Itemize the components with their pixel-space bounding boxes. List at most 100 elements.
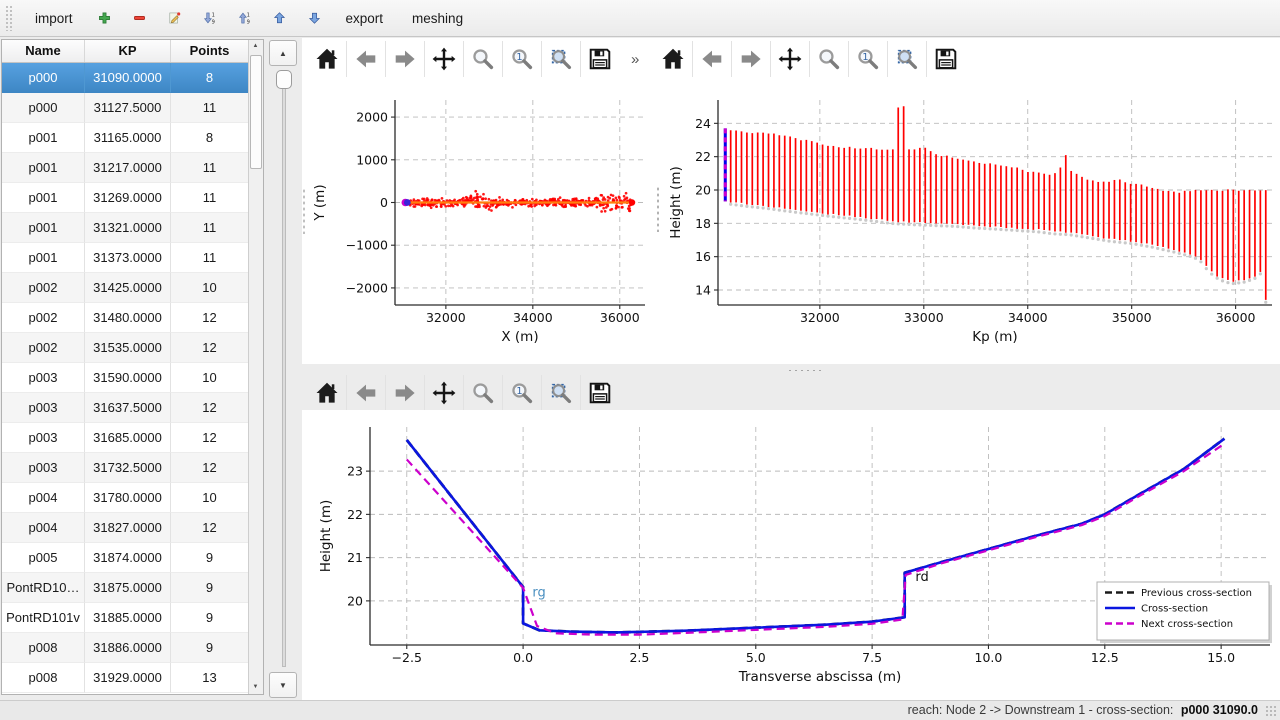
zoom-one-icon[interactable]: 1 — [502, 41, 541, 77]
table-row[interactable]: p003 31685.0000 12 — [2, 423, 263, 453]
table-row[interactable]: p004 31827.0000 12 — [2, 513, 263, 543]
plan-view-plot[interactable]: 32000 34000 36000 −2000 −1000 0 1000 2000 X (m) Y… — [302, 78, 658, 364]
zoom-one-icon[interactable]: 1 — [848, 41, 887, 77]
resize-grip[interactable] — [1265, 705, 1278, 718]
panel-splitter[interactable] — [302, 188, 306, 234]
table-cell: 31874.0000 — [85, 543, 171, 573]
back-icon[interactable] — [346, 375, 385, 411]
table-row[interactable]: p001 31217.0000 11 — [2, 153, 263, 183]
table-row[interactable]: p008 31929.0000 13 — [2, 663, 263, 693]
scroll-down-icon[interactable] — [249, 681, 262, 694]
export-button[interactable]: export — [337, 5, 393, 32]
save-icon[interactable] — [580, 41, 619, 77]
table-row[interactable]: PontRD101v 31885.0000 9 — [2, 603, 263, 633]
zoom-icon[interactable] — [809, 41, 848, 77]
save-icon[interactable] — [926, 41, 965, 77]
table-cell: 8 — [171, 63, 249, 93]
table-row[interactable]: p003 31732.5000 12 — [2, 453, 263, 483]
slider-groove[interactable] — [282, 71, 286, 667]
column-header[interactable]: Name — [2, 40, 85, 62]
table-cell: p003 — [2, 423, 85, 453]
horizontal-splitter[interactable] — [302, 364, 1280, 376]
import-button[interactable]: import — [26, 5, 82, 32]
slider-handle[interactable] — [276, 70, 292, 89]
table-row[interactable]: p002 31480.0000 12 — [2, 303, 263, 333]
svg-text:−2000: −2000 — [346, 280, 388, 295]
zoom-rect-icon[interactable] — [541, 41, 580, 77]
status-bar: reach: Node 2 -> Downstream 1 - cross-se… — [0, 700, 1280, 720]
home-icon[interactable] — [654, 41, 692, 77]
scroll-up-icon[interactable] — [249, 40, 262, 53]
svg-text:34000: 34000 — [1008, 310, 1048, 325]
toolbar-overflow-indicator[interactable]: » — [631, 50, 640, 68]
move-up-icon[interactable] — [268, 7, 291, 30]
svg-text:1: 1 — [246, 12, 249, 18]
table-cell: 11 — [171, 213, 249, 243]
svg-text:32000: 32000 — [800, 310, 840, 325]
table-cell: 13 — [171, 663, 249, 693]
table-cell: p002 — [2, 303, 85, 333]
longitudinal-profile-plot[interactable]: 32000 33000 34000 35000 36000 14 16 18 20 22 24 Kp … — [660, 78, 1280, 364]
table-cell: p004 — [2, 483, 85, 513]
back-icon[interactable] — [346, 41, 385, 77]
pan-icon[interactable] — [770, 41, 809, 77]
save-icon[interactable] — [580, 375, 619, 411]
svg-text:1: 1 — [516, 386, 522, 397]
svg-text:1: 1 — [211, 12, 214, 18]
table-cell: p002 — [2, 333, 85, 363]
zoom-icon[interactable] — [463, 41, 502, 77]
table-row[interactable]: PontRD10… 31875.0000 9 — [2, 573, 263, 603]
remove-icon[interactable] — [128, 7, 151, 30]
table-row[interactable]: p002 31425.0000 10 — [2, 273, 263, 303]
table-row[interactable]: p001 31165.0000 8 — [2, 123, 263, 153]
zoom-rect-icon[interactable] — [541, 375, 580, 411]
table-row[interactable]: p001 31269.0000 11 — [2, 183, 263, 213]
svg-text:22: 22 — [695, 149, 711, 164]
table-row[interactable]: p001 31373.0000 11 — [2, 243, 263, 273]
cross-section-plot[interactable]: rg rd Previous cross-section Cross-section N… — [302, 410, 1280, 700]
table-scrollbar[interactable] — [248, 40, 263, 694]
table-row[interactable]: p000 31090.0000 8 — [2, 63, 263, 93]
table-row[interactable]: p004 31780.0000 10 — [2, 483, 263, 513]
table-row[interactable]: p003 31590.0000 10 — [2, 363, 263, 393]
table-cell: PontRD10… — [2, 573, 85, 603]
toolbar-drag-handle[interactable] — [5, 5, 13, 31]
zoom-one-icon[interactable]: 1 — [502, 375, 541, 411]
table-row[interactable]: p000 31127.5000 11 — [2, 93, 263, 123]
pan-icon[interactable] — [424, 375, 463, 411]
svg-text:20: 20 — [347, 593, 363, 608]
move-down-icon[interactable] — [303, 7, 326, 30]
table-row[interactable]: p002 31535.0000 12 — [2, 333, 263, 363]
table-cell: p001 — [2, 153, 85, 183]
table-row[interactable]: p005 31874.0000 9 — [2, 543, 263, 573]
table-row[interactable]: p008 31886.0000 9 — [2, 633, 263, 663]
table-cell: 31535.0000 — [85, 333, 171, 363]
back-icon[interactable] — [692, 41, 731, 77]
table-cell: p008 — [2, 663, 85, 693]
vertical-splitter[interactable] — [656, 186, 660, 232]
home-icon[interactable] — [308, 41, 346, 77]
forward-icon[interactable] — [385, 41, 424, 77]
table-cell: p000 — [2, 63, 85, 93]
column-header[interactable]: KP — [85, 40, 171, 62]
pan-icon[interactable] — [424, 41, 463, 77]
table-row[interactable]: p001 31321.0000 11 — [2, 213, 263, 243]
home-icon[interactable] — [308, 375, 346, 411]
forward-icon[interactable] — [385, 375, 424, 411]
table-cell: 31165.0000 — [85, 123, 171, 153]
slider-down-button[interactable] — [269, 672, 297, 698]
table-row[interactable]: p003 31637.5000 12 — [2, 393, 263, 423]
svg-text:Kp (m): Kp (m) — [972, 329, 1017, 345]
add-icon[interactable] — [93, 7, 116, 30]
slider-up-button[interactable] — [269, 40, 297, 66]
edit-icon[interactable] — [163, 7, 186, 30]
table-cell: 11 — [171, 243, 249, 273]
scrollbar-thumb[interactable] — [250, 55, 262, 169]
zoom-rect-icon[interactable] — [887, 41, 926, 77]
column-header[interactable]: Points — [171, 40, 249, 62]
zoom-icon[interactable] — [463, 375, 502, 411]
forward-icon[interactable] — [731, 41, 770, 77]
meshing-button[interactable]: meshing — [403, 5, 472, 32]
